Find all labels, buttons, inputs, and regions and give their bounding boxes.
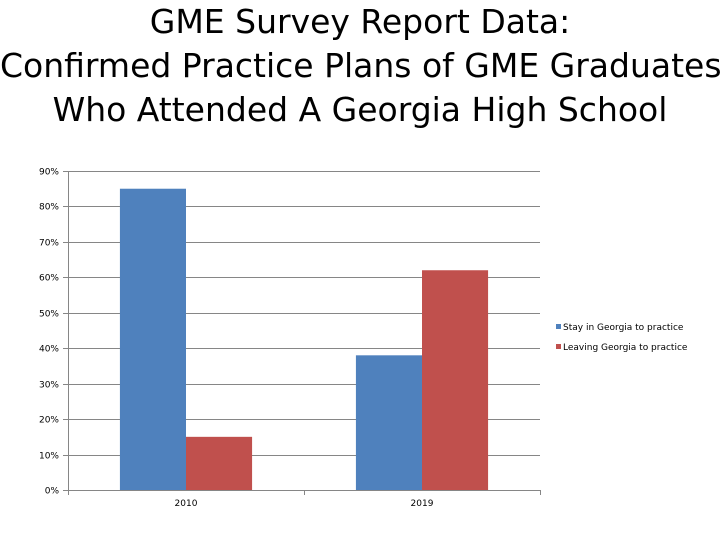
y-tick-label: 0% xyxy=(45,487,60,497)
y-tick-label: 10% xyxy=(39,452,59,462)
x-tick-label: 2019 xyxy=(411,499,434,509)
chart-title-line-2: Confirmed Practice Plans of GME Graduate… xyxy=(0,46,720,85)
x-tick-label: 2010 xyxy=(175,499,198,509)
chart-title-line-1: GME Survey Report Data: xyxy=(149,2,571,41)
legend-label: Leaving Georgia to practice xyxy=(563,343,688,353)
y-tick-label: 90% xyxy=(39,168,59,178)
bar xyxy=(355,355,422,490)
legend-label: Stay in Georgia to practice xyxy=(563,323,684,333)
legend-swatch xyxy=(556,344,561,349)
bar xyxy=(422,270,489,490)
chart-title-line-3: Who Attended A Georgia High School xyxy=(52,90,668,129)
chart-title: GME Survey Report Data: Confirmed Practi… xyxy=(0,0,720,132)
y-tick-label: 70% xyxy=(39,239,59,249)
bar xyxy=(186,436,253,490)
tick-labels: 0% 10% 20% 30% 40% 50% 60% 70% 80% 90% 2010 2019 xyxy=(39,168,434,510)
legend-swatch xyxy=(556,324,561,329)
bars xyxy=(119,188,489,490)
axes xyxy=(63,171,541,495)
y-tick-label: 80% xyxy=(39,203,59,213)
y-tick-label: 50% xyxy=(39,310,59,320)
y-tick-label: 60% xyxy=(39,274,59,284)
y-tick-label: 20% xyxy=(39,416,59,426)
legend: Stay in Georgia to practice Leaving Georg… xyxy=(556,323,688,353)
bar xyxy=(119,188,186,490)
y-tick-label: 40% xyxy=(39,345,59,355)
y-tick-label: 30% xyxy=(39,381,59,391)
